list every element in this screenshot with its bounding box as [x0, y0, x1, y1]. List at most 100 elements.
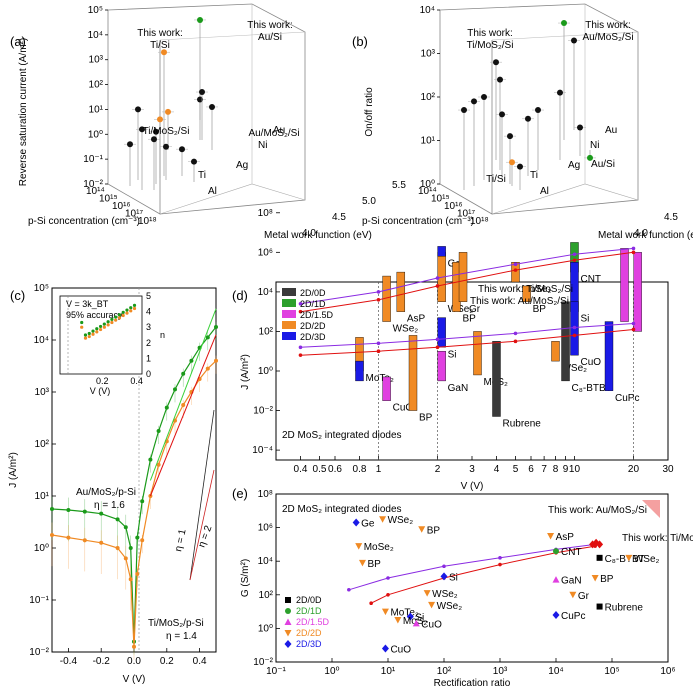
z-tick-label: 10¹: [89, 104, 104, 115]
metal-label-al: Al: [208, 186, 217, 197]
y-tick-label: 10³: [35, 387, 50, 398]
series-point: [123, 556, 128, 561]
metal-label-ag: Ag: [568, 160, 580, 171]
panel-e-x-ticks: 10⁻¹ 10⁰ 10¹ 10² 10³ 10⁴ 10⁵ 10⁶: [266, 658, 676, 677]
data-point: [157, 116, 163, 123]
point-label: CuO: [421, 619, 442, 630]
series-point: [347, 587, 351, 592]
data-point: [517, 163, 523, 170]
bar: [408, 335, 418, 411]
legend-label: 2D/0D: [296, 595, 322, 605]
data-point: [139, 126, 145, 133]
series-point: [435, 337, 440, 342]
panel-c-label: (c): [10, 288, 25, 303]
bar: [437, 246, 446, 257]
panel-c: (c) 10⁻² 10⁻¹ 10⁰ 10¹ 10² 10³ 10⁴ 10⁵ -0.4 -0.2 0…: [8, 283, 218, 685]
bar: [522, 285, 531, 302]
panel-d: (d) 10⁻⁴ 10⁻² 10⁰ 10² 10⁴ 10⁶ 10⁸ 0.4 0.5 0.6 0.8…: [232, 208, 674, 492]
panel-e-frame: [275, 493, 669, 663]
x-tick-label: 0.4: [294, 464, 308, 475]
data-point: [497, 76, 503, 83]
inset-y-tick-label: 5: [146, 291, 151, 301]
inset-point: [114, 318, 118, 322]
y-tick-label: 4.5: [664, 212, 678, 223]
panel-e: (e) 10⁻² 10⁰ 10² 10⁴ 10⁶ 10⁸ 10⁻¹ 10⁰ 10¹ 10² 10³…: [232, 486, 693, 689]
x-tick-label: 6: [528, 464, 534, 475]
data-point: [199, 89, 205, 96]
inset-y-tick-label: 0: [146, 369, 151, 379]
y-tick-label: 10⁵: [34, 283, 49, 294]
inset-point: [80, 320, 84, 325]
y-tick-label: 10⁴: [258, 556, 273, 567]
x-tick-label: 3: [469, 464, 475, 475]
series-point: [205, 335, 210, 340]
x-tick-label: 2: [435, 464, 441, 475]
data-point: [509, 159, 515, 166]
y-tick-label: 10⁰: [258, 366, 273, 377]
x-tick-label: 10²: [437, 666, 452, 677]
data-point: [406, 612, 414, 621]
point-label: BP: [600, 574, 614, 585]
inset-point: [117, 316, 122, 320]
inset-point: [98, 324, 103, 329]
data-point: [381, 644, 389, 653]
series-label-ti: Ti/MoS₂/p-Si: [148, 618, 204, 629]
inset-point: [87, 334, 91, 339]
panel-d-x-ticks: 0.4 0.5 0.6 0.8 1 2 3 4 5 6 7 8 9 10 20 30: [294, 282, 674, 475]
bar: [511, 262, 520, 283]
data-point: [428, 601, 436, 609]
series-line: [370, 545, 596, 604]
data-point: [547, 533, 555, 540]
inset-point: [102, 322, 106, 326]
series-point: [298, 353, 303, 357]
series-point: [214, 358, 218, 363]
y-tick-label: 5.0: [362, 196, 376, 207]
series-point: [513, 268, 518, 272]
z-tick-label: 10⁴: [88, 30, 103, 41]
data-point: [596, 554, 603, 561]
series-point: [298, 309, 303, 314]
inset-point: [95, 327, 99, 331]
series-note-au: η = 1.6: [94, 500, 125, 511]
series-point: [181, 371, 186, 376]
panel-c-x-ticks: -0.4 -0.2 0.0 0.2 0.4: [60, 648, 207, 667]
series-point: [376, 349, 381, 354]
inset-point: [121, 313, 125, 318]
legend-swatch: [282, 288, 296, 296]
series-point: [376, 298, 381, 302]
inset-point: [91, 332, 95, 336]
point-label: Si: [449, 572, 458, 583]
panel-b-y-label: Metal work function (eV): [598, 230, 693, 241]
series-point: [50, 507, 54, 511]
annotation: Au/Si: [591, 159, 615, 170]
series-point: [128, 546, 133, 550]
legend-marker: [285, 597, 291, 603]
series-point: [513, 331, 518, 336]
bar-label: AsP: [407, 314, 426, 325]
z-tick-label: 10³: [421, 49, 436, 60]
panel-e-arrow: [642, 500, 660, 518]
z-tick-label: 10²: [89, 80, 104, 91]
inset-point: [114, 315, 118, 319]
inset-y-tick-label: 1: [146, 353, 151, 363]
point-label: GaN: [561, 576, 582, 587]
series-point: [181, 403, 186, 407]
bar: [458, 252, 468, 302]
data-point: [625, 554, 633, 562]
series-line: [300, 329, 634, 356]
y-tick-label: 10⁻¹: [29, 595, 49, 606]
series-point: [498, 556, 502, 560]
series-point: [50, 533, 54, 537]
inset-y-tick-label: 3: [146, 322, 151, 332]
metal-label-ni: Ni: [590, 140, 599, 151]
panel-e-note: 2D MoS₂ integrated diodes: [282, 504, 402, 515]
data-point: [381, 608, 389, 616]
legend-label: 2D/2D: [296, 628, 322, 638]
bar: [437, 351, 446, 382]
panel-b-label: (b): [352, 34, 368, 49]
bar: [473, 331, 482, 376]
point-label: MoS₂: [403, 616, 428, 627]
point-label: Si: [415, 613, 424, 624]
